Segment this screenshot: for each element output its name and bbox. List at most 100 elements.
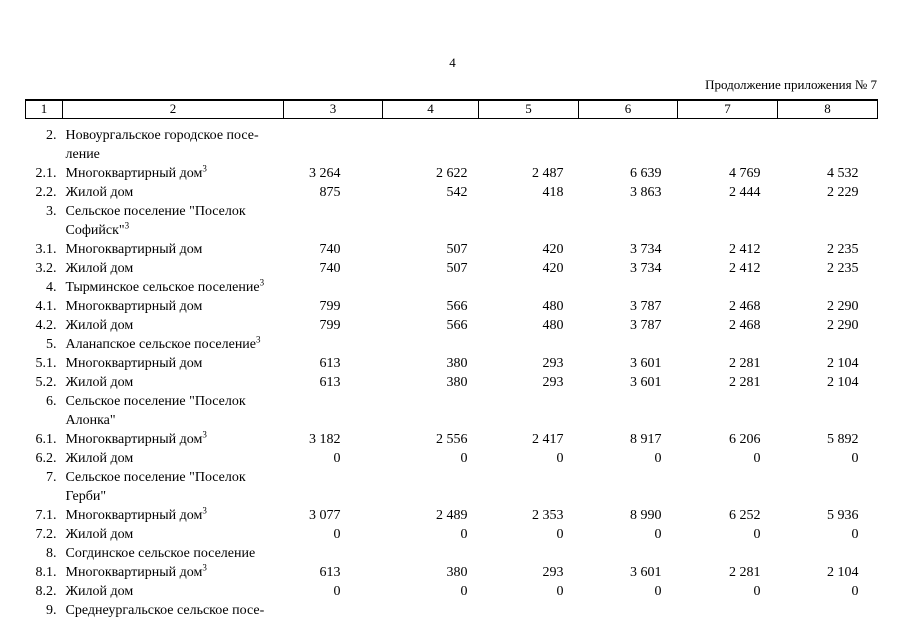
value-cell: 293 — [542, 374, 564, 390]
table-row: 4.1. Многоквартирный дом 799 566 480 3 787 2 4… — [26, 297, 878, 316]
column-header-2: 2 — [62, 99, 284, 119]
value-cell — [383, 278, 479, 297]
row-label: Аланапское сельское поселение3 — [63, 333, 284, 354]
value-cell: 0 — [460, 583, 468, 599]
table-row: 7. Сельское поселение "Поселок Герби" — [26, 468, 878, 506]
table-row: 2. Новоургальское городское посе- ление — [26, 118, 878, 164]
value-cell — [678, 601, 778, 620]
value-cell — [778, 278, 878, 297]
value-cell: 480 — [542, 317, 564, 333]
row-label: Жилой дом — [63, 183, 284, 202]
value-cell: 4 769 — [729, 165, 761, 181]
row-number: 4. — [46, 279, 57, 295]
value-cell: 2 290 — [827, 298, 859, 314]
value-cell: 420 — [542, 260, 564, 276]
row-label-text: Согдинское сельское поселение — [65, 545, 256, 561]
column-header-4: 4 — [382, 99, 479, 119]
row-label: Жилой дом — [63, 316, 284, 335]
value-cell — [678, 202, 778, 240]
value-cell: 3 787 — [630, 317, 662, 333]
value-cell: 0 — [753, 450, 761, 466]
row-label-text: Тырминское сельское поселение — [65, 279, 260, 295]
row-label-text: Сельское поселение "Поселок Софийск" — [65, 203, 246, 238]
value-cell: 2 556 — [436, 431, 468, 447]
table-row: 2.2. Жилой дом 875 542 418 3 863 2 444 2 229 — [26, 183, 878, 202]
value-cell: 2 412 — [729, 241, 761, 257]
row-number: 7. — [46, 469, 57, 485]
table-row: 7.1. Многоквартирный дом3 3 077 2 489 2 353 8… — [26, 505, 878, 525]
column-header-3: 3 — [283, 99, 383, 119]
value-cell — [284, 278, 383, 297]
table-header-row: 1 2 3 4 5 6 7 8 — [25, 99, 878, 119]
value-cell — [678, 468, 778, 506]
value-cell: 0 — [753, 526, 761, 542]
row-number: 8. — [46, 545, 57, 561]
row-label-text: Жилой дом — [65, 374, 134, 390]
value-cell: 2 104 — [827, 564, 859, 580]
table-row: 8.2. Жилой дом 0 0 0 0 0 0 — [26, 582, 878, 601]
row-number: 6.2. — [35, 450, 57, 466]
value-cell: 2 104 — [827, 355, 859, 371]
value-cell — [284, 601, 383, 620]
value-cell: 2 281 — [729, 374, 761, 390]
value-cell: 5 936 — [827, 507, 859, 523]
table-row: 3.2. Жилой дом 740 507 420 3 734 2 412 2 235 — [26, 259, 878, 278]
value-cell: 3 734 — [630, 241, 662, 257]
value-cell: 418 — [542, 184, 564, 200]
row-label-text: Многоквартирный дом — [65, 507, 203, 523]
value-cell: 799 — [319, 298, 341, 314]
value-cell: 0 — [654, 583, 662, 599]
value-cell: 2 281 — [729, 355, 761, 371]
value-cell — [778, 544, 878, 563]
value-cell — [383, 118, 479, 164]
footnote-marker: 3 — [202, 561, 207, 572]
footnote-marker: 3 — [259, 276, 265, 287]
row-label-text: Многоквартирный дом — [65, 355, 203, 371]
appendix-table: 1 2 3 4 5 6 7 8 2. Новоургальское городск… — [25, 99, 878, 620]
value-cell — [579, 544, 678, 563]
value-cell — [678, 278, 778, 297]
value-cell — [579, 335, 678, 354]
row-label: Многоквартирный дом — [63, 240, 284, 259]
value-cell: 740 — [319, 241, 341, 257]
value-cell — [678, 118, 778, 164]
value-cell: 2 104 — [827, 374, 859, 390]
value-cell: 507 — [446, 260, 468, 276]
value-cell: 3 264 — [309, 165, 341, 181]
row-label: Тырминское сельское поселение3 — [63, 276, 284, 297]
value-cell: 0 — [333, 583, 341, 599]
value-cell: 3 077 — [309, 507, 341, 523]
value-cell — [778, 468, 878, 506]
row-number: 8.2. — [35, 583, 57, 599]
value-cell: 0 — [556, 583, 564, 599]
value-cell: 740 — [319, 260, 341, 276]
row-label-text: Многоквартирный дом — [65, 564, 203, 580]
footnote-marker: 3 — [256, 333, 261, 344]
value-cell — [479, 468, 579, 506]
value-cell: 875 — [319, 184, 341, 200]
value-cell: 6 206 — [729, 431, 761, 447]
value-cell: 0 — [333, 450, 341, 466]
value-cell: 0 — [753, 583, 761, 599]
value-cell: 380 — [446, 355, 468, 371]
value-cell: 2 468 — [729, 317, 761, 333]
row-label-text: Жилой дом — [65, 583, 134, 599]
value-cell — [284, 202, 383, 240]
row-label-text: Новоургальское городское посе- ление — [65, 127, 259, 162]
table-row: 5.2. Жилой дом 613 380 293 3 601 2 281 2 104 — [26, 373, 878, 392]
value-cell: 3 787 — [630, 298, 662, 314]
value-cell: 613 — [319, 355, 341, 371]
value-cell — [678, 335, 778, 354]
value-cell — [479, 392, 579, 430]
row-label-text: Многоквартирный дом — [65, 431, 203, 447]
row-number: 7.1. — [35, 507, 57, 523]
value-cell — [579, 278, 678, 297]
value-cell: 0 — [851, 583, 859, 599]
row-number: 5.1. — [35, 355, 57, 371]
row-label: Многоквартирный дом3 — [63, 429, 284, 449]
value-cell — [778, 601, 878, 620]
value-cell — [579, 392, 678, 430]
value-cell: 0 — [556, 450, 564, 466]
value-cell: 566 — [446, 317, 468, 333]
